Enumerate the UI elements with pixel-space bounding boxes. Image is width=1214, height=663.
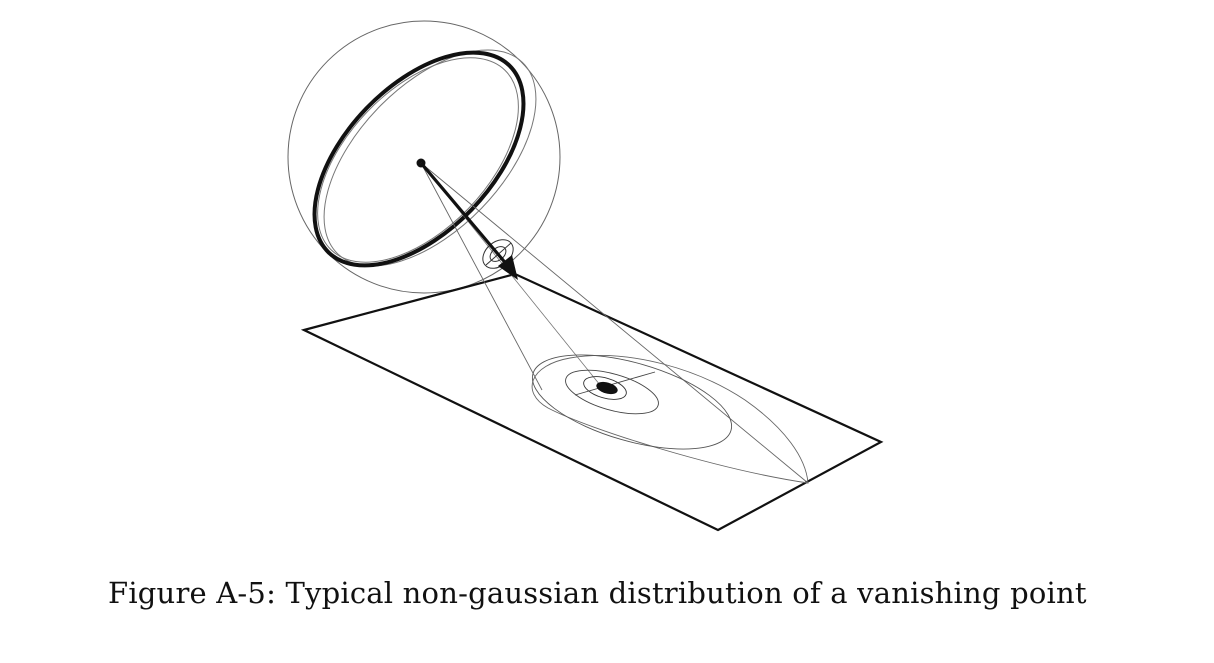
plane-distribution-axis bbox=[574, 371, 656, 396]
great-circle bbox=[312, 50, 526, 268]
cone-line-left bbox=[420, 162, 543, 391]
sphere-band-inner bbox=[317, 57, 519, 263]
direction-arrow-head bbox=[498, 255, 518, 280]
plane-distribution-inner bbox=[565, 369, 659, 415]
gaussian-sphere bbox=[287, 20, 561, 294]
plane-distribution-outer bbox=[531, 355, 809, 484]
plane-distribution-middle bbox=[531, 354, 733, 450]
sphere-band-outer bbox=[323, 49, 537, 267]
plane-distribution-core bbox=[583, 376, 627, 400]
image-plane bbox=[300, 272, 884, 532]
direction-arrow-shaft bbox=[419, 161, 510, 268]
figure-caption: Figure A-5: Typical non-gaussian distrib… bbox=[108, 576, 1087, 610]
vanishing-point-mark bbox=[596, 381, 618, 395]
cone-line-right bbox=[420, 162, 809, 484]
